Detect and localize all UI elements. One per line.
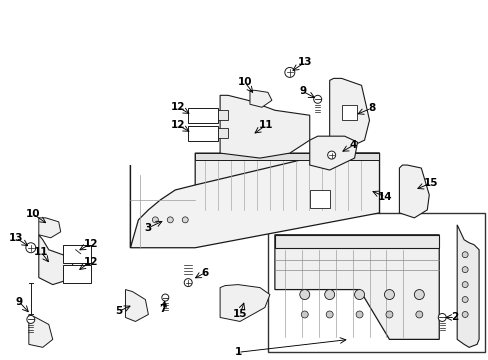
Circle shape xyxy=(325,311,332,318)
Text: 11: 11 xyxy=(34,247,48,257)
Bar xyxy=(341,105,356,120)
Text: 10: 10 xyxy=(237,77,252,87)
Circle shape xyxy=(167,217,173,223)
Circle shape xyxy=(355,311,362,318)
Polygon shape xyxy=(399,165,428,218)
Circle shape xyxy=(184,279,192,287)
Text: 12: 12 xyxy=(171,102,185,112)
Circle shape xyxy=(27,315,35,323)
Polygon shape xyxy=(220,285,269,321)
Bar xyxy=(62,265,90,283)
Text: 14: 14 xyxy=(377,192,392,202)
Circle shape xyxy=(384,289,394,300)
Circle shape xyxy=(461,297,467,302)
Bar xyxy=(267,213,484,352)
Text: 11: 11 xyxy=(258,120,273,130)
Polygon shape xyxy=(195,153,379,160)
Text: 7: 7 xyxy=(159,305,167,315)
Circle shape xyxy=(299,289,309,300)
Text: 12: 12 xyxy=(83,257,98,267)
Circle shape xyxy=(461,311,467,318)
Circle shape xyxy=(285,67,294,77)
Text: 10: 10 xyxy=(25,209,40,219)
Polygon shape xyxy=(218,128,227,138)
Polygon shape xyxy=(29,315,53,347)
Circle shape xyxy=(324,289,334,300)
Circle shape xyxy=(461,252,467,258)
Text: 8: 8 xyxy=(367,103,374,113)
Circle shape xyxy=(162,294,168,301)
Circle shape xyxy=(415,311,422,318)
Circle shape xyxy=(327,151,335,159)
Circle shape xyxy=(313,95,321,103)
Polygon shape xyxy=(220,95,309,158)
Circle shape xyxy=(413,289,424,300)
Polygon shape xyxy=(218,110,227,120)
Polygon shape xyxy=(309,136,357,170)
Polygon shape xyxy=(249,90,271,107)
Bar xyxy=(188,108,218,123)
Text: 13: 13 xyxy=(297,58,311,67)
Polygon shape xyxy=(130,153,379,248)
Bar xyxy=(309,190,329,208)
Circle shape xyxy=(354,289,364,300)
Text: 3: 3 xyxy=(144,223,152,233)
Polygon shape xyxy=(329,78,369,148)
Circle shape xyxy=(437,314,446,321)
Circle shape xyxy=(301,311,307,318)
Text: 12: 12 xyxy=(171,120,185,130)
Polygon shape xyxy=(195,153,379,213)
Text: 13: 13 xyxy=(9,233,23,243)
Circle shape xyxy=(26,243,36,253)
Text: 15: 15 xyxy=(423,178,438,188)
Text: 5: 5 xyxy=(115,306,122,316)
Circle shape xyxy=(461,267,467,273)
Text: 9: 9 xyxy=(15,297,22,306)
Polygon shape xyxy=(456,225,478,347)
Polygon shape xyxy=(274,235,438,339)
Circle shape xyxy=(152,217,158,223)
Polygon shape xyxy=(125,289,148,321)
Circle shape xyxy=(182,217,188,223)
Text: 4: 4 xyxy=(349,140,357,150)
Bar xyxy=(188,126,218,141)
Text: 15: 15 xyxy=(232,310,247,319)
Text: 9: 9 xyxy=(299,86,305,96)
Bar xyxy=(62,245,90,263)
Text: 6: 6 xyxy=(201,267,208,278)
Circle shape xyxy=(461,282,467,288)
Text: 2: 2 xyxy=(450,312,458,323)
Text: 1: 1 xyxy=(234,347,241,357)
Text: 12: 12 xyxy=(83,239,98,249)
Polygon shape xyxy=(39,218,61,238)
Circle shape xyxy=(385,311,392,318)
Polygon shape xyxy=(39,235,73,285)
Polygon shape xyxy=(274,235,438,248)
